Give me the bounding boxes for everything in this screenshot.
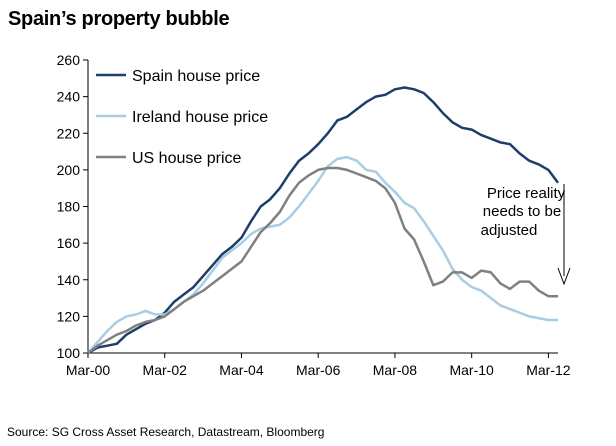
y-tick-label: 120 bbox=[57, 308, 81, 324]
x-tick-label: Mar-08 bbox=[373, 362, 418, 378]
y-tick-label: 240 bbox=[57, 89, 81, 105]
legend-label-1: Spain house price bbox=[132, 68, 260, 85]
x-tick-label: Mar-10 bbox=[449, 362, 494, 378]
annotation-line-1: Price reality bbox=[487, 185, 566, 202]
annotation-line-3: adjusted bbox=[481, 222, 538, 239]
series-lines bbox=[87, 86, 559, 355]
legend-label-2: Ireland house price bbox=[132, 109, 268, 126]
chart-title: Spain’s property bubble bbox=[8, 8, 230, 30]
y-axis: 100 120 140 160 180 200 220 240 260 bbox=[57, 52, 89, 361]
y-tick-label: 140 bbox=[57, 272, 81, 288]
x-tick-label: Mar-04 bbox=[219, 362, 264, 378]
annotation-line-2: needs to be bbox=[483, 203, 561, 220]
y-tick-label: 160 bbox=[57, 235, 81, 251]
y-tick-label: 180 bbox=[57, 199, 81, 215]
source-note: Source: SG Cross Asset Research, Datastr… bbox=[7, 425, 325, 439]
y-tick-label: 100 bbox=[57, 345, 81, 361]
legend-label-3: US house price bbox=[132, 150, 241, 167]
series-line-3 bbox=[87, 166, 558, 354]
x-tick-label: Mar-00 bbox=[66, 362, 111, 378]
annotation: Price reality needs to be adjusted bbox=[481, 184, 571, 286]
legend: Spain house price Ireland house price US h… bbox=[96, 68, 268, 167]
x-tick-label: Mar-02 bbox=[143, 362, 188, 378]
annotation-arrow-head bbox=[557, 267, 571, 286]
series-line-2 bbox=[87, 155, 558, 354]
y-tick-label: 220 bbox=[57, 125, 81, 141]
line-chart: 100 120 140 160 180 200 220 240 260 Mar-00 Mar-02… bbox=[57, 52, 571, 378]
x-axis: Mar-00 Mar-02 Mar-04 Mar-06 Mar-08 Mar-10 Mar-… bbox=[66, 352, 571, 378]
y-tick-label: 200 bbox=[57, 162, 81, 178]
x-tick-label: Mar-12 bbox=[526, 362, 571, 378]
series-line-1 bbox=[87, 86, 559, 355]
x-tick-label: Mar-06 bbox=[296, 362, 341, 378]
y-tick-label: 260 bbox=[57, 52, 81, 68]
